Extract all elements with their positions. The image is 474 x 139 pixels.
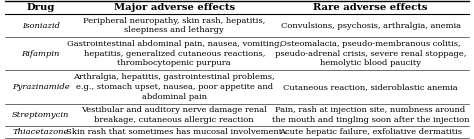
Text: Convulsions, psychosis, arthralgia, anemia: Convulsions, psychosis, arthralgia, anem… [281,22,461,30]
Text: Rare adverse effects: Rare adverse effects [313,3,428,12]
Text: Gastrointestinal abdominal pain, nausea, vomiting,
hepatitis, generalized cutane: Gastrointestinal abdominal pain, nausea,… [67,40,282,67]
Text: Rifampin: Rifampin [21,50,60,58]
Text: Pain, rash at injection site, numbness around
the mouth and tingling soon after : Pain, rash at injection site, numbness a… [272,106,469,124]
Text: Arthralgia, hepatitis, gastrointestinal problems,
e.g., stomach upset, nausea, p: Arthralgia, hepatitis, gastrointestinal … [73,73,275,101]
Text: Thiacetazone: Thiacetazone [12,128,69,136]
Text: Streptomycin: Streptomycin [12,111,69,119]
Text: Isoniazid: Isoniazid [22,22,60,30]
Text: Vestibular and auditory nerve damage renal
breakage, cutaneous allergic reaction: Vestibular and auditory nerve damage ren… [82,106,267,124]
Text: Osteomalacia, pseudo-membranous colitis,
pseudo-adrenal crisis, severe renal sto: Osteomalacia, pseudo-membranous colitis,… [275,40,466,67]
Text: Major adverse effects: Major adverse effects [114,3,235,12]
Text: Drug: Drug [27,3,55,12]
Text: Acute hepatic failure, exfoliative dermatitis: Acute hepatic failure, exfoliative derma… [279,128,462,136]
Text: Skin rash that sometimes has mucosal involvement: Skin rash that sometimes has mucosal inv… [66,128,283,136]
Text: Peripheral neuropathy, skin rash, hepatitis,
sleepiness and lethargy: Peripheral neuropathy, skin rash, hepati… [83,17,265,34]
Text: Pyrazinamide: Pyrazinamide [12,83,70,91]
Text: Cutaneous reaction, sideroblastic anemia: Cutaneous reaction, sideroblastic anemia [283,83,458,91]
